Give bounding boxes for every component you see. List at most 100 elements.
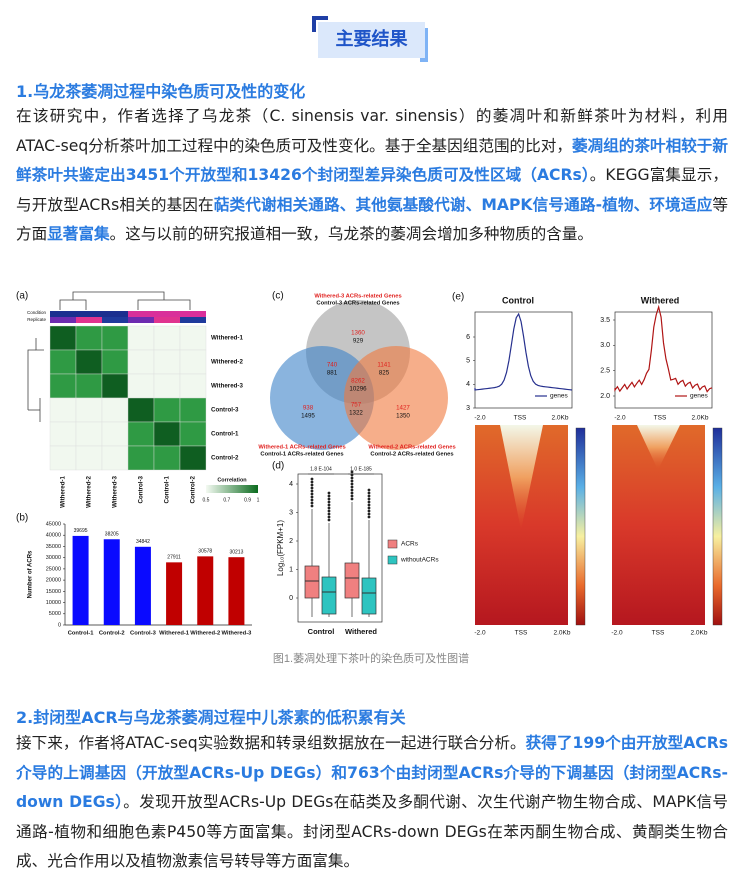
y-tick-label: 3.0 <box>600 342 610 349</box>
condition-bar <box>180 311 206 317</box>
heatmap-cell <box>153 349 181 375</box>
heatmap-cell <box>127 421 155 447</box>
heatmap-cell <box>49 397 77 423</box>
panel-label: (a) <box>16 291 28 302</box>
outlier <box>327 491 331 495</box>
outlier <box>350 476 354 480</box>
outlier <box>310 498 314 502</box>
label: Condition <box>27 310 47 315</box>
colorbar <box>575 427 586 626</box>
text: 在该研究中，作者选择了乌龙茶（C. sinensis var. sinensis… <box>16 107 728 155</box>
outlier <box>367 497 371 501</box>
row-label: Control-2 <box>211 455 239 462</box>
heatmap-cell <box>75 445 103 471</box>
venn-title: Control-3 ACRs-related Genes <box>316 301 399 307</box>
heatmap-cell <box>153 397 181 423</box>
badge-corner <box>312 16 328 32</box>
replicate-bar <box>50 317 76 323</box>
heatmap-cell <box>179 349 207 375</box>
heatmap-cell <box>127 373 155 399</box>
box <box>361 577 377 615</box>
heatmap-cell <box>127 349 155 375</box>
column-label: Control-3 <box>138 475 145 503</box>
outlier <box>327 503 331 507</box>
venn-count: 740 <box>327 362 338 369</box>
heatmap-cell <box>101 421 129 447</box>
y-tick-label: 4 <box>466 381 470 388</box>
outlier <box>310 504 314 508</box>
outlier <box>327 500 331 504</box>
label: 0.9 <box>244 497 251 503</box>
y-tick-label: 2.5 <box>600 368 610 375</box>
value-label: 30213 <box>229 550 243 556</box>
replicate-bar <box>180 317 206 323</box>
venn-count: 825 <box>379 370 390 377</box>
venn-title: Withered-1 ACRs-related Genes <box>258 445 345 451</box>
outlier <box>367 512 371 516</box>
heatmap-cell <box>101 349 129 375</box>
replicate-bar <box>102 317 128 323</box>
row-label: Withered-3 <box>211 383 243 390</box>
heatmap-cell <box>179 373 207 399</box>
value-label: 27911 <box>167 555 181 561</box>
outlier <box>310 486 314 490</box>
column-label: Withered-2 <box>86 475 93 507</box>
plot-frame <box>474 311 573 409</box>
dendrogram <box>35 338 44 351</box>
venn-title: Withered-3 ACRs-related Genes <box>314 294 401 300</box>
venn-count: 757 <box>351 402 362 409</box>
heatmap-cell <box>49 373 77 399</box>
box <box>321 576 337 615</box>
column-label: Withered-3 <box>112 475 119 507</box>
outlier <box>350 473 354 477</box>
venn-count: 929 <box>353 338 364 345</box>
column-label: Withered-1 <box>60 475 67 507</box>
row-label: Control-3 <box>211 407 239 414</box>
y-tick-label: 30000 <box>46 555 61 561</box>
venn-title: Withered-2 ACRs-related Genes <box>368 445 455 451</box>
paragraph: 在该研究中，作者选择了乌龙茶（C. sinensis var. sinensis… <box>16 102 728 250</box>
heatmap-cell <box>101 325 129 351</box>
heatmap-cell <box>101 373 129 399</box>
value-label: 38205 <box>105 532 119 538</box>
venn-count: 8262 <box>351 378 365 385</box>
outlier <box>310 477 314 481</box>
plot-frame <box>297 473 383 623</box>
heatmap-cell <box>49 421 77 447</box>
y-tick-label: 0 <box>289 595 293 602</box>
x-tick-label: Withered-1 <box>159 631 190 637</box>
signal-peak <box>637 425 680 470</box>
column-label: Control-1 <box>164 475 171 503</box>
outlier <box>367 506 371 510</box>
heatmap-cell <box>49 325 77 351</box>
value-label: 34842 <box>136 539 150 545</box>
y-tick-label: 15000 <box>46 589 61 595</box>
x-tick-label: Control <box>308 627 335 636</box>
y-tick-label: 5000 <box>49 611 61 617</box>
venn-count: 1350 <box>396 413 410 420</box>
x-tick-label: 2.0Kb <box>692 415 709 422</box>
venn-count: 938 <box>303 405 314 412</box>
condition-bar <box>76 311 102 317</box>
dendrogram <box>72 291 165 300</box>
heatmap-cell <box>75 421 103 447</box>
heatmap-cell <box>153 445 181 471</box>
value-label: 39695 <box>74 528 88 534</box>
venn-count: 881 <box>327 370 338 377</box>
panel-label: (c) <box>272 291 284 302</box>
x-tick-label: -2.0 <box>474 630 486 637</box>
x-tick-label: Control-3 <box>130 631 157 637</box>
x-tick-label: 2.0Kb <box>552 415 569 422</box>
x-tick-label: -2.0 <box>614 415 626 422</box>
y-tick-label: 10000 <box>46 600 61 606</box>
x-tick-label: TSS <box>515 630 528 637</box>
bar <box>228 557 245 625</box>
colorbar <box>712 427 723 626</box>
replicate-bar <box>76 317 102 323</box>
venn-title: Control-2 ACRs-related Genes <box>370 452 453 458</box>
outlier <box>310 489 314 493</box>
outlier <box>350 491 354 495</box>
outlier <box>367 509 371 513</box>
outlier <box>327 518 331 522</box>
outlier <box>367 491 371 495</box>
